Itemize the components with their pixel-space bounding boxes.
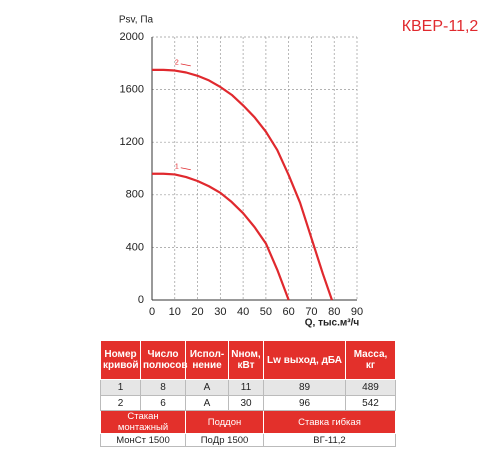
cell: А [185,395,229,411]
cell: 6 [140,395,186,411]
x-tick-label: 0 [149,306,155,318]
y-tick-label: 1200 [120,136,144,148]
cell: 30 [228,395,264,411]
y-axis-label: Psv, Па [119,15,154,26]
x-tick-label: 50 [260,306,272,318]
y-tick-label: 0 [138,294,144,306]
curve [152,172,290,301]
curve-label: 2 [175,60,179,67]
curve [152,68,333,301]
x-tick-label: 90 [351,306,363,318]
accessory-header: Поддон [185,410,264,434]
header-cell: Число полюсов [140,340,187,380]
x-tick-label: 10 [169,306,181,318]
x-tick-label: 40 [237,306,249,318]
x-axis-label: Q, тыс.м³/ч [305,318,360,329]
y-tick-label: 1600 [120,84,144,96]
y-tick-label: 800 [126,189,144,201]
cell: 96 [263,395,346,411]
x-tick-label: 60 [283,306,295,318]
cell: 11 [228,379,264,396]
header-cell: Nном, кВт [228,340,264,380]
accessory-value: ПоДр 1500 [185,433,264,447]
chart-title: КВЕР-11,2 [402,18,479,35]
x-tick-label: 20 [191,306,203,318]
curve-label: 1 [175,164,179,171]
header-cell: Испол-нение [185,340,229,380]
cell: 8 [140,379,186,396]
x-tick-label: 30 [214,306,226,318]
curve-label-leader [180,63,191,67]
accessory-value: МонСт 1500 [100,433,186,447]
chart: КВЕР-11,2 Psv, Па Q, тыс.м³/ч 0400800120… [119,15,479,329]
x-tick-label: 80 [328,306,340,318]
cell: 89 [263,379,346,396]
cell: 542 [345,395,396,411]
y-tick-label: 400 [126,241,144,253]
cell: 489 [345,379,396,396]
curve-label-leader [180,167,191,171]
y-tick-label: 2000 [120,31,144,43]
accessory-header: Стакан монтажный [100,410,186,434]
header-cell: Номер кривой [100,340,141,380]
cell: 2 [100,395,141,411]
accessory-header: Ставка гибкая [263,410,396,434]
spec-table: Номер кривой Число полюсов Испол-нение N… [100,340,396,447]
header-cell: Масса, кг [345,340,396,380]
x-tick-label: 70 [305,306,317,318]
header-cell: Lw выход, дБА [263,340,346,380]
cell: А [185,379,229,396]
accessory-value: ВГ-11,2 [263,433,396,447]
cell: 1 [100,379,141,396]
